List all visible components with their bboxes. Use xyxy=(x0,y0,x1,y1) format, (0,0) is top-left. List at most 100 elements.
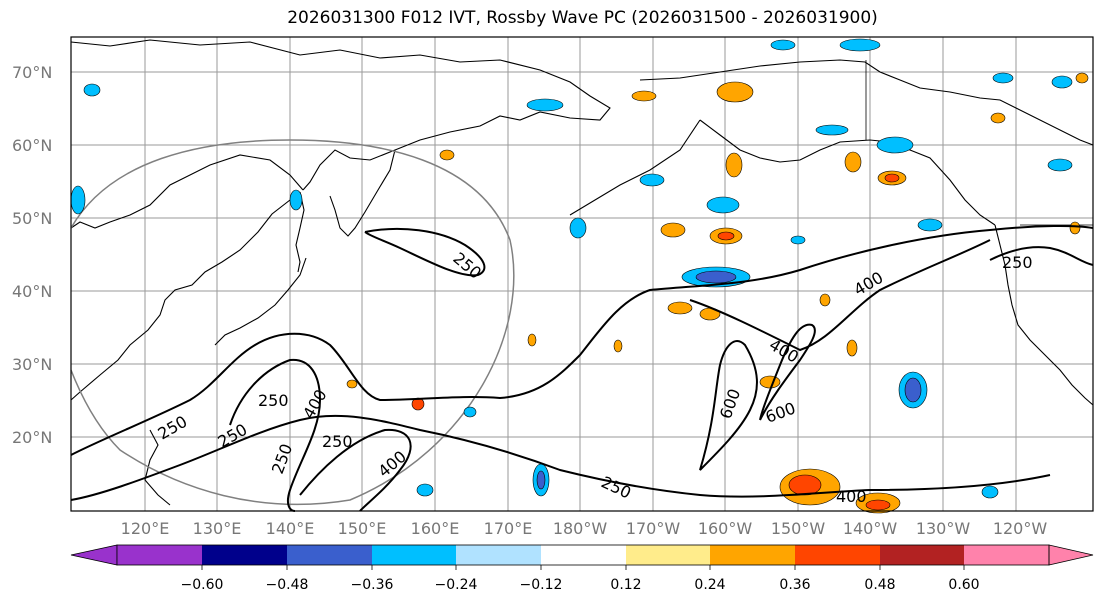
pos-patch-core xyxy=(884,173,900,183)
lat-label: 70°N xyxy=(12,63,52,82)
lat-label: 20°N xyxy=(12,428,52,447)
neg-patch xyxy=(70,185,86,215)
coast-japan xyxy=(214,257,307,346)
neg-patch-core xyxy=(536,470,546,490)
colorbar-segment xyxy=(964,545,1049,565)
contour-250-north xyxy=(364,227,486,277)
coast-kamchatka xyxy=(329,149,396,237)
pos-patch xyxy=(716,81,754,103)
latitude-labels: 70°N 60°N 50°N 40°N 30°N 20°N xyxy=(12,63,52,447)
neg-patch xyxy=(981,485,999,499)
contour-250-main xyxy=(70,224,1094,456)
neg-patch xyxy=(526,98,564,112)
pos-patch xyxy=(660,222,686,238)
neg-patch xyxy=(790,235,806,245)
colorbar-tick-label: 0.36 xyxy=(779,577,810,593)
graticule xyxy=(71,37,1093,511)
coast-okhotsk xyxy=(70,154,304,229)
colorbar-segment xyxy=(880,545,964,565)
pos-patch xyxy=(667,301,693,315)
neg-patch-core xyxy=(904,377,922,403)
colorbar-segment xyxy=(541,545,626,565)
pos-patch xyxy=(819,293,831,307)
lon-label: 120°W xyxy=(993,519,1048,538)
colorbar-segment xyxy=(117,545,202,565)
lon-label: 120°E xyxy=(121,519,170,538)
lon-label: 160°W xyxy=(698,519,753,538)
neg-patch xyxy=(1047,158,1073,172)
contour-250-south xyxy=(70,414,1051,501)
contour-400-east xyxy=(689,239,991,352)
colorbar-tick-label: −0.12 xyxy=(520,577,563,593)
lon-label: 170°E xyxy=(484,519,533,538)
coast-siberia xyxy=(70,39,611,191)
lon-label: 150°W xyxy=(771,519,826,538)
coast-na-west xyxy=(994,224,1094,406)
contour-250-east xyxy=(989,246,1094,266)
colorbar-segment xyxy=(626,545,710,565)
contour-600-inner xyxy=(759,323,816,421)
colorbar-extend-left xyxy=(70,544,118,566)
pos-patch xyxy=(759,375,781,389)
pos-patch xyxy=(846,339,858,357)
coast-alaska-south xyxy=(699,119,996,226)
pos-patch xyxy=(346,379,358,389)
neg-patch xyxy=(289,189,303,211)
pos-patch xyxy=(631,90,657,102)
neg-patch xyxy=(839,38,881,52)
neg-patch xyxy=(706,196,740,214)
contour-label: 250 xyxy=(258,391,289,410)
neg-patch xyxy=(876,136,914,154)
coast-philippines xyxy=(144,429,171,506)
colorbar-tick-label: 0.60 xyxy=(948,577,979,593)
neg-patch-core xyxy=(695,270,737,284)
coastlines xyxy=(70,39,1094,506)
contour-400-center xyxy=(299,428,412,512)
colorbar-tick-label: 0.24 xyxy=(694,577,725,593)
lat-label: 30°N xyxy=(12,355,52,374)
lon-label: 140°E xyxy=(266,519,315,538)
colorbar-segment xyxy=(456,545,541,565)
coast-alaska xyxy=(639,59,1094,146)
pos-patch xyxy=(527,333,537,347)
colorbar-tick-label: −0.24 xyxy=(435,577,478,593)
colorbar-tick-label: −0.60 xyxy=(181,577,224,593)
pos-patch xyxy=(844,151,862,173)
colorbar-tick-label: 0.12 xyxy=(610,577,641,593)
colorbar-segment xyxy=(710,545,795,565)
pos-patch-core xyxy=(788,474,822,496)
coast-sakhalin xyxy=(295,191,305,273)
pos-patch xyxy=(1075,72,1089,84)
neg-patch xyxy=(416,483,434,497)
colorbar-segment xyxy=(287,545,372,565)
pos-patch xyxy=(1069,221,1081,235)
colorbar-segment xyxy=(372,545,456,565)
pos-patch xyxy=(439,149,455,161)
ivt-contours xyxy=(70,224,1094,512)
colorbar-extend-right xyxy=(1048,544,1094,566)
influence-circle xyxy=(70,139,515,506)
map-title: 2026031300 F012 IVT, Rossby Wave PC (202… xyxy=(287,8,878,28)
negative-anomaly-patches xyxy=(70,38,1073,499)
colorbar-tick-label: 0.48 xyxy=(864,577,895,593)
colorbar-segment xyxy=(795,545,880,565)
lon-label: 130°E xyxy=(193,519,242,538)
pos-patch xyxy=(725,152,743,178)
pos-patch xyxy=(990,112,1006,124)
longitude-labels: 120°E 130°E 140°E 150°E 160°E 170°E 180°… xyxy=(121,519,1048,538)
map-frame xyxy=(70,36,1094,512)
pos-patch-core xyxy=(865,499,891,511)
map-background xyxy=(71,37,1093,511)
pos-patch xyxy=(613,339,623,353)
lat-label: 50°N xyxy=(12,209,52,228)
neg-patch xyxy=(917,218,943,232)
pos-patch-core xyxy=(717,231,735,241)
contour-600 xyxy=(699,340,758,471)
neg-patch xyxy=(569,217,587,239)
neg-patch xyxy=(463,406,477,418)
contour-400-west xyxy=(229,358,322,512)
lat-label: 60°N xyxy=(12,136,52,155)
lon-label: 130°W xyxy=(916,519,971,538)
lon-label: 150°E xyxy=(338,519,387,538)
